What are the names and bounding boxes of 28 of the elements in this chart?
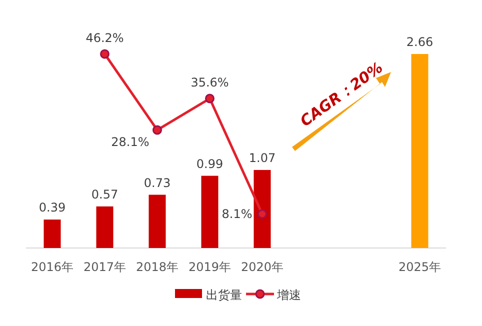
point (258, 209, 267, 219)
x-tick-label: 2018年 (136, 260, 179, 274)
point (152, 125, 162, 135)
x-tick-label: 2017年 (83, 260, 126, 274)
data-label: 0.73 (144, 176, 171, 190)
data-label: 1.07 (248, 150, 276, 165)
x-tick-label: 2019年 (188, 260, 232, 274)
x-tick-label: 2020年 (240, 260, 284, 274)
data-label: 2.66 (406, 35, 434, 49)
bar (201, 176, 218, 248)
bar (254, 170, 271, 248)
x-tick-label: 2025年 (398, 260, 442, 274)
bar (96, 206, 114, 248)
legend-label: 出货量 (206, 288, 242, 302)
bar (148, 194, 166, 248)
data-label: 8.1% (222, 206, 252, 221)
data-label: 0.57 (91, 187, 118, 202)
legend-label: 增速 (276, 288, 301, 302)
bar (44, 220, 61, 248)
data-label: 35.6% (190, 76, 229, 90)
x-tick-label: 2016年 (30, 260, 74, 274)
data-label: 0.99 (196, 156, 224, 171)
data-label: 0.39 (38, 200, 66, 215)
data-label: 28.1% (111, 135, 150, 150)
point (205, 94, 214, 104)
data-label: 46.2% (86, 31, 124, 45)
bar (411, 54, 428, 248)
point (100, 49, 110, 59)
